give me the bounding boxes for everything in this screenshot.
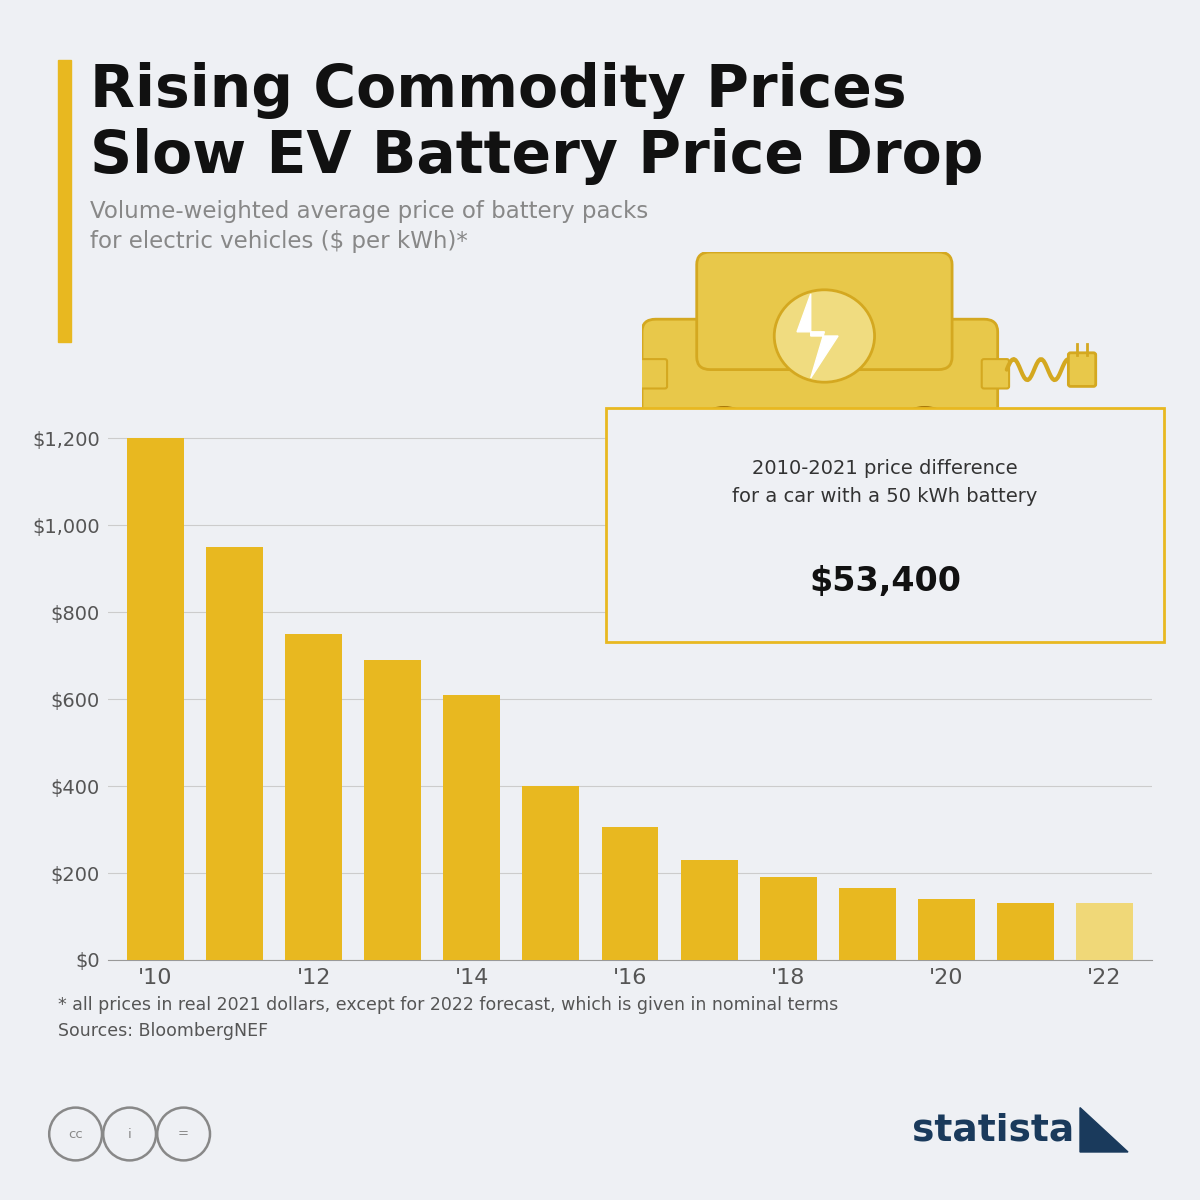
Text: =: = [178,1128,190,1140]
FancyBboxPatch shape [982,359,1009,389]
Bar [760,877,817,960]
Bar [365,660,421,960]
FancyBboxPatch shape [697,252,952,370]
Text: 2010-2021 price difference
for a car with a 50 kWh battery: 2010-2021 price difference for a car wit… [732,460,1038,506]
Circle shape [690,407,758,470]
Text: * all prices in real 2021 dollars, except for 2022 forecast, which is given in n: * all prices in real 2021 dollars, excep… [58,996,838,1014]
Text: i: i [127,1128,132,1140]
Bar [286,634,342,960]
Circle shape [911,426,938,451]
Bar [1076,902,1133,960]
Circle shape [890,407,959,470]
Bar [601,827,659,960]
Bar [127,438,184,960]
Bar [839,888,895,960]
Text: Rising Commodity Prices: Rising Commodity Prices [90,62,907,120]
Text: Sources: BloombergNEF: Sources: BloombergNEF [58,1022,268,1040]
Circle shape [774,289,875,382]
Bar [918,899,974,960]
Text: Slow EV Battery Price Drop: Slow EV Battery Price Drop [90,128,984,185]
FancyBboxPatch shape [642,319,997,449]
Text: cc: cc [68,1128,83,1140]
Bar [680,860,738,960]
Bar [206,547,263,960]
Text: for electric vehicles ($ per kWh)*: for electric vehicles ($ per kWh)* [90,230,468,253]
Bar [443,695,500,960]
Text: statista: statista [912,1112,1074,1148]
Circle shape [710,426,738,451]
Polygon shape [797,294,838,378]
FancyBboxPatch shape [1068,353,1096,386]
FancyBboxPatch shape [640,359,667,389]
Bar [522,786,580,960]
Bar [997,904,1054,960]
Text: $53,400: $53,400 [809,565,961,598]
Text: Volume-weighted average price of battery packs: Volume-weighted average price of battery… [90,200,648,223]
